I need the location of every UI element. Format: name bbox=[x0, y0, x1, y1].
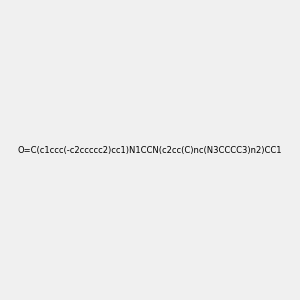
Text: O=C(c1ccc(-c2ccccc2)cc1)N1CCN(c2cc(C)nc(N3CCCC3)n2)CC1: O=C(c1ccc(-c2ccccc2)cc1)N1CCN(c2cc(C)nc(… bbox=[18, 146, 282, 154]
